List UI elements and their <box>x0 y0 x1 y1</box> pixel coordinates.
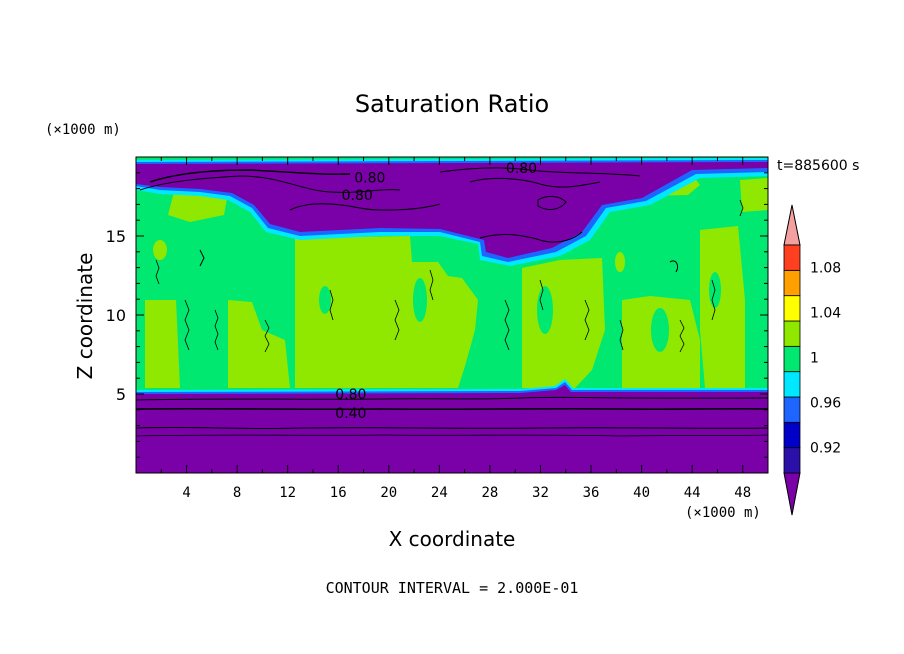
field-region-b <box>228 300 290 388</box>
y-axis: 5 10 15 <box>106 172 768 458</box>
time-label: t=885600 s <box>777 158 859 174</box>
colorbar-segment <box>783 447 801 474</box>
x-tick-label: 40 <box>633 485 650 501</box>
colorbar-segment <box>783 421 801 449</box>
contour-label: 0.40 <box>335 406 366 422</box>
colorbar-segment <box>783 396 801 423</box>
contour-label: 0.80 <box>354 171 385 187</box>
x-tick-label: 20 <box>380 485 397 501</box>
x-tick-label: 4 <box>182 485 190 501</box>
colorbar-segment <box>783 320 801 347</box>
field-region-a <box>295 236 478 388</box>
contour-tracery <box>155 199 744 353</box>
contour-labels: 0.800.800.800.800.40 <box>335 161 537 422</box>
colorbar-bottom-triangle <box>783 472 801 516</box>
colorbar-top-triangle <box>783 204 801 246</box>
y-tick-label: 5 <box>116 385 126 404</box>
x-tick-label: 48 <box>734 485 751 501</box>
colorbar-segment <box>783 295 801 322</box>
lower-layer-core <box>136 385 768 473</box>
colorbar-segment <box>783 269 801 297</box>
colorbar-tick-label: 0.96 <box>810 396 841 412</box>
colorbar-tick-label: 0.92 <box>810 441 841 457</box>
x-unit-label: (×1000 m) <box>685 505 761 521</box>
x-tick-label: 24 <box>431 485 448 501</box>
field-region-i <box>740 178 768 212</box>
colorbar-tick-label: 1 <box>810 351 819 367</box>
x-tick-label: 16 <box>330 485 347 501</box>
colorbar-tick-label: 1.08 <box>810 261 841 277</box>
y-tick-label: 15 <box>106 227 126 246</box>
field-region-f <box>700 226 745 388</box>
y-unit-label: (×1000 m) <box>45 122 121 138</box>
contour-interval-note: CONTOUR INTERVAL = 2.000E-01 <box>326 579 579 597</box>
colorbar: 0.92 0.96 1 1.04 1.08 <box>783 204 841 516</box>
x-tick-label: 36 <box>583 485 600 501</box>
field-region-c <box>145 300 180 388</box>
chart-title: Saturation Ratio <box>355 90 549 118</box>
x-tick-label: 12 <box>279 485 296 501</box>
contour-lines <box>136 167 768 437</box>
colorbar-segment <box>783 371 801 398</box>
contour-field <box>136 157 768 473</box>
x-tick-label: 44 <box>684 485 701 501</box>
y-tick-label: 10 <box>106 306 126 325</box>
contour-label: 0.80 <box>335 387 366 403</box>
colorbar-segment <box>783 345 801 373</box>
x-axis-title: X coordinate <box>389 527 516 551</box>
contour-label: 0.80 <box>506 161 537 177</box>
upper-layer-core <box>136 162 768 258</box>
y-axis-title: Z coordinate <box>73 253 97 380</box>
x-tick-label: 32 <box>532 485 549 501</box>
colorbar-tick-label: 1.04 <box>810 306 841 322</box>
field-speckles-b <box>153 240 625 328</box>
x-tick-label: 28 <box>481 485 498 501</box>
x-axis: 4 8 12 16 20 24 28 32 36 40 44 48 <box>160 157 751 501</box>
contour-label: 0.80 <box>342 188 373 204</box>
x-tick-label: 8 <box>233 485 241 501</box>
colorbar-segment <box>783 244 801 271</box>
